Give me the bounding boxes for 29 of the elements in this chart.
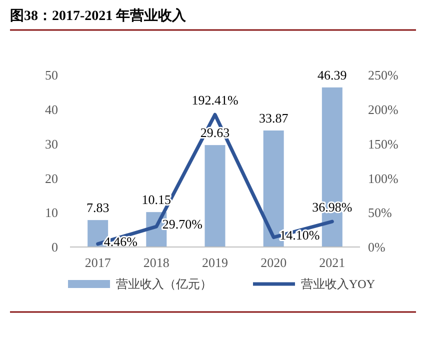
y-tick-label: 50 — [45, 68, 58, 83]
y2-tick-label: 100% — [368, 170, 398, 186]
x-tick-label: 2020 — [260, 255, 287, 270]
y-tick-label: 0 — [52, 240, 58, 255]
data-label: 29.70% — [162, 216, 203, 232]
y2-tick-label: 250% — [368, 68, 398, 83]
y2-tick-label: 200% — [368, 102, 398, 117]
bar — [204, 145, 226, 247]
data-label: 4.46% — [104, 234, 138, 249]
x-tick-label: 2017 — [84, 255, 112, 270]
y2-tick-label: 150% — [368, 136, 398, 152]
y-tick-label: 30 — [45, 136, 58, 152]
y2-tick-label: 0% — [368, 240, 386, 255]
data-label: 192.41% — [192, 92, 238, 108]
data-label: 14.10% — [280, 227, 320, 242]
x-tick-label: 2021 — [319, 255, 346, 270]
y2-tick-label: 50% — [368, 205, 392, 220]
data-label: 36.98% — [312, 200, 352, 215]
legend-label: 营业收入（亿元） — [116, 277, 212, 292]
legend-label: 营业收入YOY — [301, 277, 376, 292]
x-tick-label: 2018 — [143, 255, 170, 270]
data-label: 33.87 — [258, 110, 289, 126]
y-tick-label: 40 — [45, 102, 58, 117]
chart-title: 图38：2017-2021 年营业收入 — [10, 8, 188, 24]
y-tick-label: 10 — [45, 205, 58, 220]
x-tick-label: 2019 — [202, 255, 228, 270]
y-tick-label: 20 — [45, 170, 58, 186]
data-label: 7.83 — [86, 200, 110, 216]
data-label: 46.39 — [318, 67, 347, 82]
